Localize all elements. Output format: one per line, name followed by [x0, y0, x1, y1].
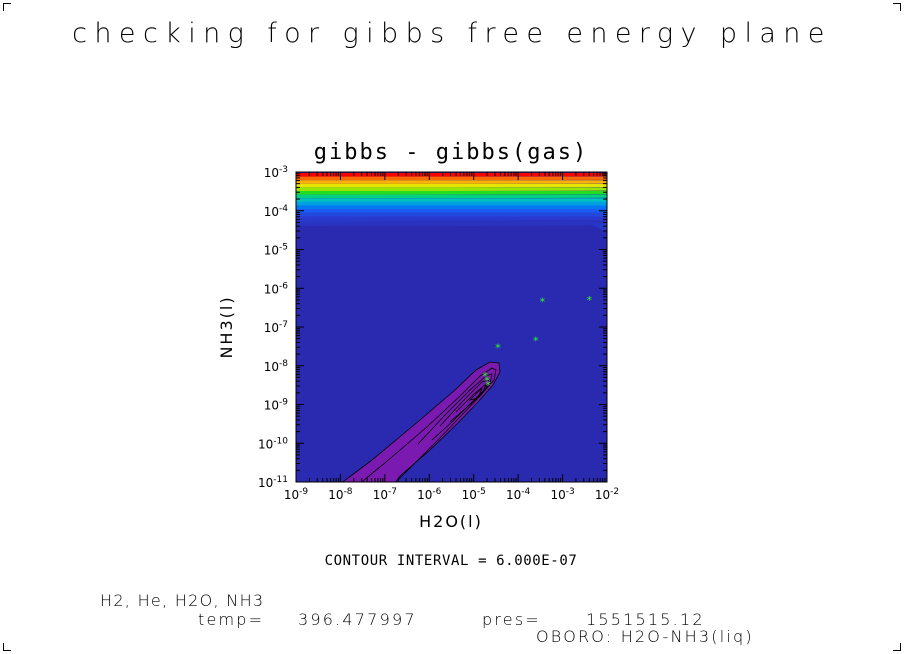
contour-interval-note: CONTOUR INTERVAL = 6.000E-07 — [325, 553, 578, 569]
y-tick-label: 10-8 — [264, 359, 289, 374]
y-tick-labels: 10-11 10-10 10-9 10-8 10-7 10-6 10-5 10-4 10-3 — [258, 165, 288, 490]
data-point-marker: * — [482, 370, 489, 383]
x-tick-label: 10-3 — [550, 487, 574, 502]
color-band — [296, 180, 607, 184]
y-tick-label: 10-11 — [258, 475, 288, 490]
color-band — [296, 173, 607, 177]
crop-mark-bottom-right — [893, 643, 901, 651]
run-label: OBORO: H2O-NH3(liq) — [536, 627, 754, 646]
y-tick-label: 10-10 — [258, 436, 288, 451]
x-tick-label: 10-9 — [284, 487, 309, 502]
crop-mark-bottom-left — [3, 643, 11, 651]
page-title: checking for gibbs free energy plane — [72, 18, 832, 49]
data-markers: ****** * — [482, 294, 593, 392]
x-axis-label: H2O(l) — [419, 512, 483, 531]
x-tick-label: 10-8 — [328, 487, 353, 502]
top-color-bands — [296, 173, 607, 232]
y-tick-label: 10-7 — [264, 320, 288, 335]
color-band — [296, 218, 607, 232]
y-tick-label: 10-3 — [264, 165, 288, 180]
x-tick-label: 10-2 — [595, 487, 619, 502]
axis-ticks — [295, 171, 608, 483]
color-band — [296, 187, 607, 191]
color-band — [296, 219, 607, 227]
y-tick-label: 10-9 — [264, 398, 289, 413]
pressure-value: 1551515.12 — [586, 610, 705, 629]
color-band — [296, 176, 607, 181]
plot-area — [296, 172, 607, 482]
x-tick-label: 10-5 — [462, 487, 486, 502]
y-axis-label: NH3(l) — [217, 295, 236, 358]
color-band — [296, 183, 607, 188]
color-band — [296, 194, 607, 199]
data-point-marker: * — [484, 374, 491, 387]
species-list: H2, He, H2O, NH3 — [100, 591, 265, 610]
x-tick-labels: 10-9 10-8 10-7 10-6 10-5 10-4 10-3 10-2 — [284, 487, 619, 502]
data-point-marker: * — [485, 379, 492, 392]
data-point-marker: * — [586, 294, 593, 307]
data-point-marker: * — [539, 296, 546, 309]
data-point-marker: * — [533, 334, 540, 347]
color-band — [296, 191, 607, 195]
y-tick-label: 10-6 — [264, 281, 289, 296]
x-tick-label: 10-7 — [373, 487, 397, 502]
temperature-value: 396.477997 — [298, 610, 417, 629]
crop-mark-top-right — [893, 3, 901, 11]
data-point-marker: * — [495, 341, 502, 354]
temperature-label: temp= — [198, 610, 265, 629]
pressure-label: pres= — [482, 610, 541, 629]
x-tick-label: 10-6 — [417, 487, 442, 502]
contour-lines — [342, 361, 501, 482]
crop-mark-top-left — [3, 3, 11, 11]
y-tick-label: 10-5 — [264, 243, 288, 258]
y-tick-label: 10-4 — [264, 204, 289, 219]
chart-title: gibbs - gibbs(gas) — [314, 140, 588, 165]
x-tick-label: 10-4 — [506, 487, 531, 502]
